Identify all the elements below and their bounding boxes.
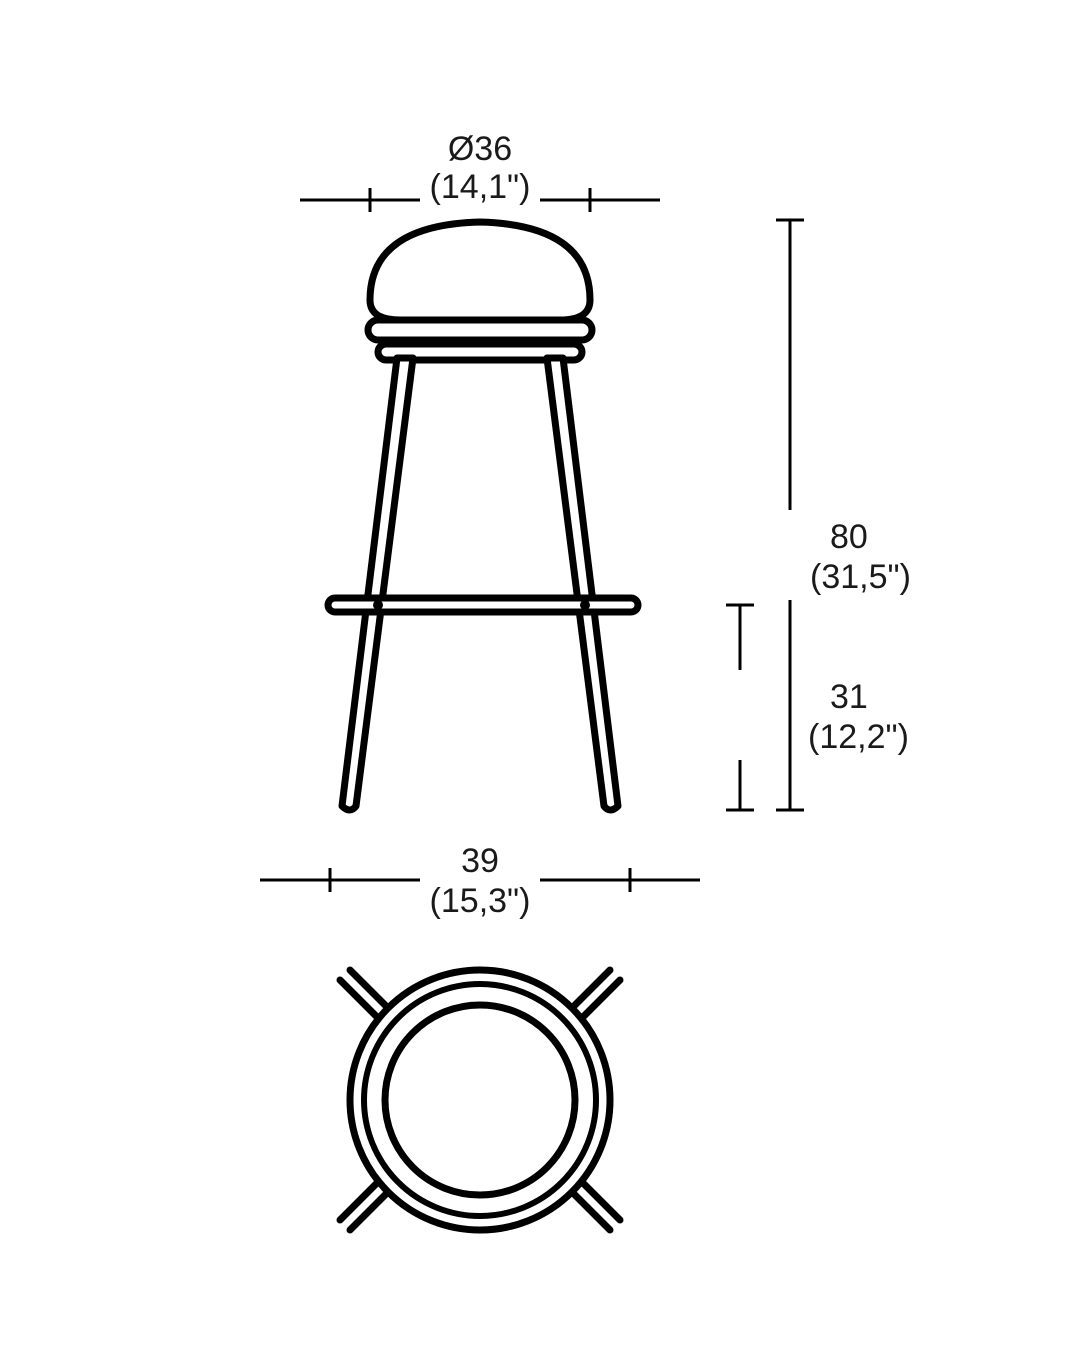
dim-footrest-height-cm: 31 (830, 678, 868, 716)
seat-ring-upper (368, 320, 592, 340)
stool-technical-drawing: Ø36 (14,1") 39 (15,3") 80 (31,5") (0, 0, 1080, 1350)
dim-seat-diameter-in: (14,1") (430, 168, 531, 206)
dim-total-height-cm: 80 (830, 518, 868, 556)
seat-cushion (370, 222, 590, 320)
dim-footrest-height: 31 (12,2") (726, 605, 909, 810)
dim-base-width-cm: 39 (461, 842, 499, 880)
dim-seat-diameter-cm: Ø36 (448, 130, 512, 168)
dim-seat-diameter: Ø36 (14,1") (300, 130, 660, 212)
plan-seat-inner (385, 1005, 575, 1195)
footrest-joint-left (373, 600, 383, 610)
dim-footrest-height-in: (12,2") (808, 718, 909, 756)
footrest-joint-right (580, 600, 590, 610)
dim-total-height-in: (31,5") (810, 558, 911, 596)
leg-right (547, 358, 618, 810)
dim-base-width: 39 (15,3") (260, 842, 700, 920)
leg-left (342, 358, 413, 810)
plan-view (340, 970, 620, 1230)
dim-base-width-in: (15,3") (430, 882, 531, 920)
front-elevation (328, 222, 638, 810)
